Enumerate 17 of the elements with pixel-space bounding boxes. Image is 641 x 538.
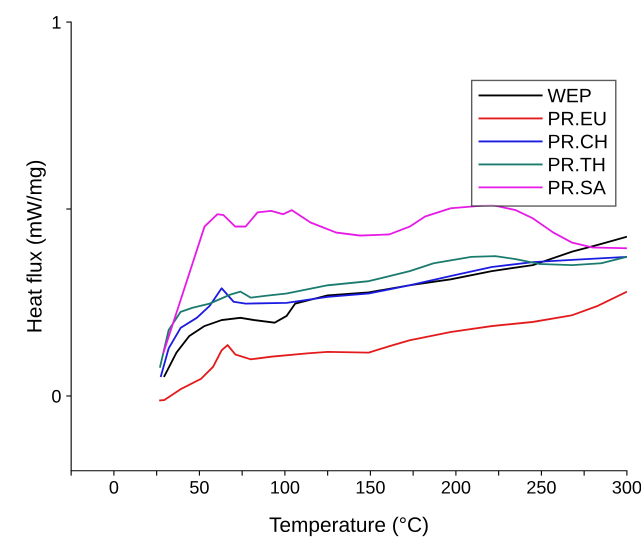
- x-tick-label: 100: [271, 480, 300, 494]
- legend-label: PR.TH: [549, 158, 604, 172]
- legend-label: PR.CH: [549, 134, 606, 148]
- x-tick-label: 300: [612, 480, 641, 494]
- x-tick-label: 200: [442, 480, 470, 494]
- line-series: [159, 290, 627, 402]
- y-tick-label: 1: [52, 16, 61, 29]
- x-tick-label: 0: [110, 480, 118, 494]
- legend-label: PR.SA: [549, 180, 606, 194]
- x-axis-title: Temperature (°C): [270, 516, 428, 536]
- x-tick-label: 50: [190, 480, 209, 494]
- x-tick-label: 150: [356, 480, 385, 494]
- y-axis-title: Heat flux (mW/mg): [26, 160, 46, 332]
- legend-label: PR.EU: [549, 112, 606, 126]
- line-series: [162, 204, 627, 354]
- legend-label: WEP: [548, 88, 591, 102]
- x-tick-label: 250: [527, 480, 556, 494]
